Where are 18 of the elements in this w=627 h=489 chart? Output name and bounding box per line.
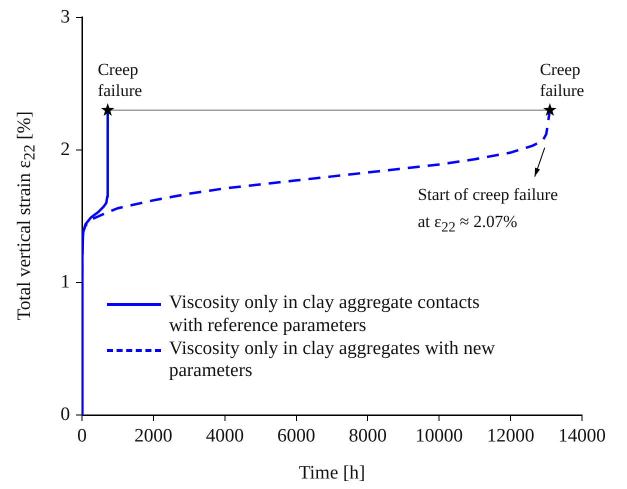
annotation: Start of creep failure at ε$_{22}$ ≈ 2.07% bbox=[418, 184, 559, 238]
x-axis-title: Time [h] bbox=[298, 462, 366, 484]
x-tick-label: 14000 bbox=[558, 425, 606, 446]
y-tick-label: 1 bbox=[60, 271, 70, 292]
legend-label: Viscosity only in clay aggregate contacts with reference parameters bbox=[169, 292, 481, 338]
x-tick-label: 6000 bbox=[277, 425, 316, 446]
y-tick-label: 2 bbox=[60, 138, 70, 160]
legend-label: Viscosity only in clay aggregates with new parameters bbox=[169, 338, 496, 384]
x-tick-label: 12000 bbox=[486, 425, 534, 446]
x-tick-label: 8000 bbox=[348, 425, 387, 446]
y-tick-label: 3 bbox=[60, 6, 70, 28]
x-tick-label: 0 bbox=[77, 425, 87, 446]
annotation: Creep failure bbox=[98, 59, 144, 102]
x-tick-label: 2000 bbox=[134, 425, 172, 446]
x-tick-label: 4000 bbox=[206, 425, 244, 446]
x-tick-label: 10000 bbox=[415, 425, 463, 446]
y-tick-label: 0 bbox=[60, 404, 70, 425]
annotation: Creep failure bbox=[540, 59, 586, 102]
